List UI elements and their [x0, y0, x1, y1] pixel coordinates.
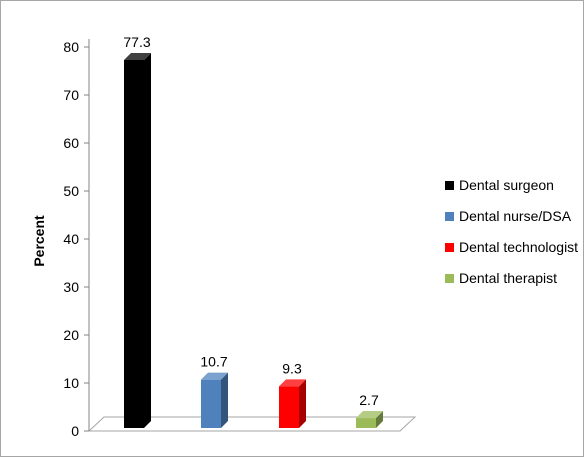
legend-swatch	[445, 181, 454, 190]
y-tick-label: 10	[63, 375, 79, 391]
legend-label: Dental therapist	[459, 270, 557, 286]
bar-front-face	[201, 379, 221, 428]
y-tick-label: 30	[63, 279, 79, 295]
bar-front-face	[356, 418, 376, 428]
y-tick-label: 70	[63, 87, 79, 103]
bar-top-face	[201, 372, 228, 380]
legend-label: Dental nurse/DSA	[459, 208, 572, 224]
bar-front-face	[279, 386, 299, 428]
chart-floor	[87, 416, 417, 432]
y-tick-label: 80	[63, 39, 79, 55]
y-tick-label: 60	[63, 135, 79, 151]
y-tick-label: 0	[71, 423, 79, 439]
axis-layer: 0 10 20 30 40 50 60 70 80	[63, 39, 90, 439]
data-label: 2.7	[359, 392, 379, 408]
y-axis-title: Percent	[31, 215, 47, 267]
legend-item: Dental technologist	[445, 239, 578, 255]
bar	[356, 411, 383, 428]
data-label-layer: 77.3 10.7 9.3 2.7	[123, 34, 379, 408]
bar-side-face	[299, 379, 306, 428]
legend-item: Dental nurse/DSA	[445, 208, 572, 224]
bar-side-face	[144, 52, 151, 429]
bar	[279, 379, 306, 428]
bar-side-face	[221, 372, 228, 428]
bar-top-face	[356, 411, 383, 419]
legend-swatch	[445, 212, 454, 221]
legend-label: Dental surgeon	[459, 177, 554, 193]
y-tick-label: 50	[63, 183, 79, 199]
data-label: 9.3	[282, 360, 302, 376]
chart-floor-layer	[87, 416, 417, 432]
bar-side-face	[376, 411, 383, 428]
bar-front-face	[124, 59, 144, 429]
bar-top-face	[124, 52, 151, 60]
y-tick-label: 40	[63, 231, 79, 247]
bar	[124, 52, 151, 429]
legend: Dental surgeon Dental nurse/DSA Dental tec…	[445, 177, 578, 286]
data-label: 10.7	[200, 354, 227, 370]
data-label: 77.3	[123, 34, 150, 50]
legend-swatch	[445, 243, 454, 252]
bar-top-face	[279, 379, 306, 387]
bar	[201, 372, 228, 428]
legend-item: Dental surgeon	[445, 177, 554, 193]
legend-swatch	[445, 274, 454, 283]
bar-layer	[124, 52, 383, 429]
legend-item: Dental therapist	[445, 270, 557, 286]
y-tick-label: 20	[63, 327, 79, 343]
legend-label: Dental technologist	[459, 239, 578, 255]
